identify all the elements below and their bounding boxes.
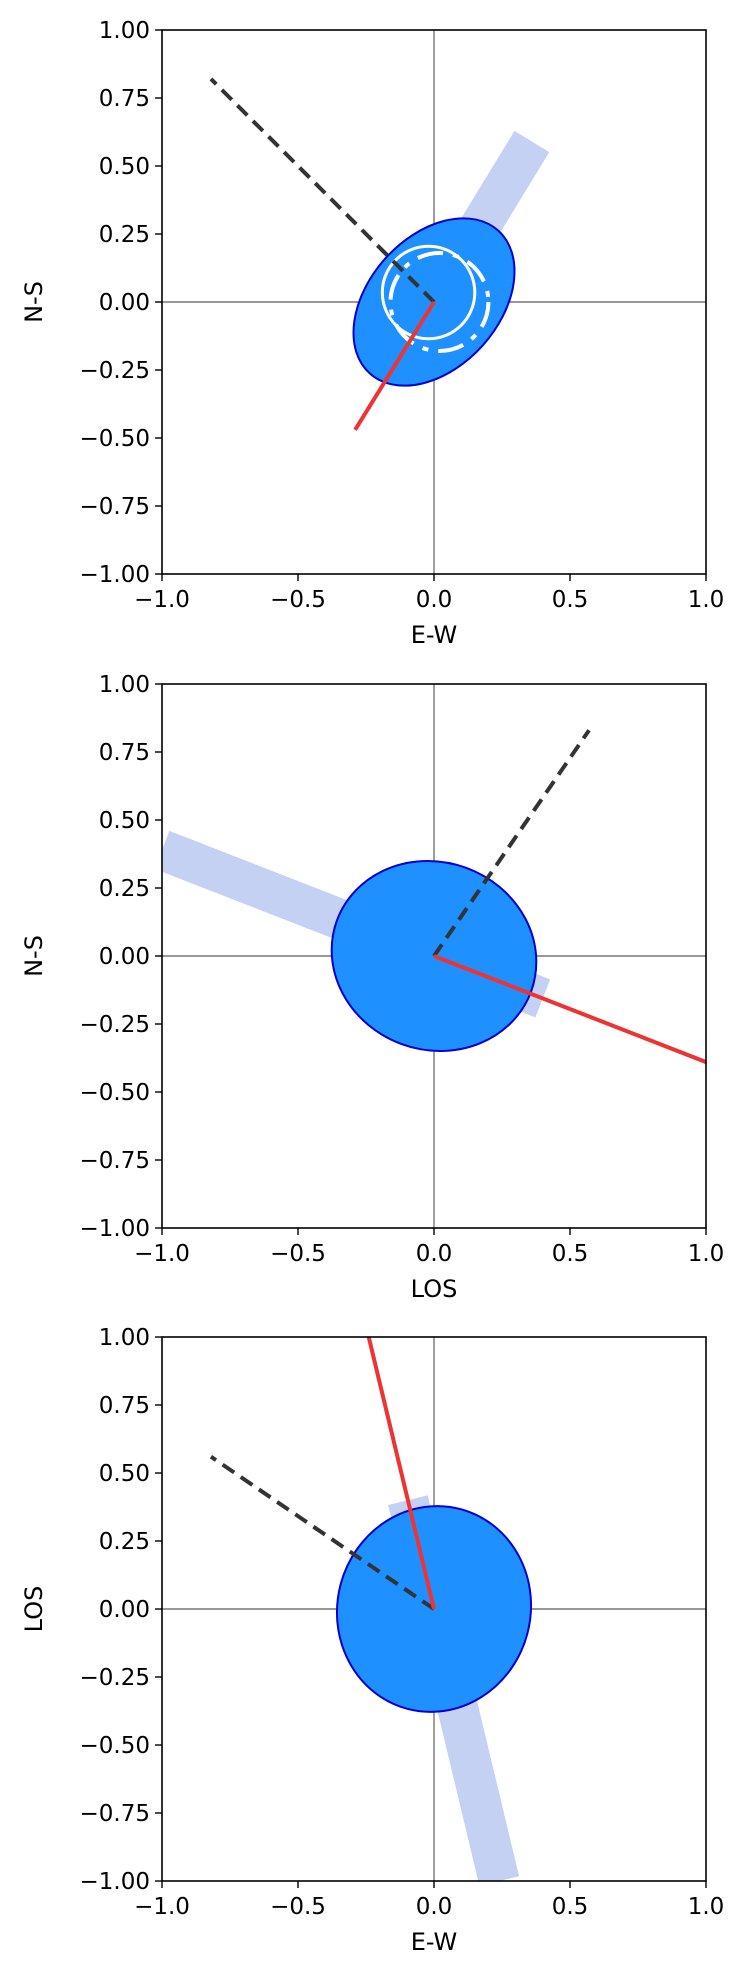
y-tick-label: 0.50	[99, 1461, 150, 1487]
x-tick-label: −1.0	[134, 1894, 190, 1920]
x-tick-label: 0.5	[552, 1241, 589, 1267]
inner-dashed-circle	[388, 251, 491, 353]
x-tick-label: −0.5	[270, 587, 326, 613]
y-tick-label: −0.25	[80, 1665, 150, 1691]
y-tick-label: −1.00	[80, 1869, 150, 1895]
y-tick-label: 0.50	[99, 808, 150, 834]
y-tick-label: 0.75	[99, 740, 150, 766]
y-tick-label: 0.50	[99, 154, 150, 180]
y-tick-label: 0.00	[99, 1597, 150, 1623]
solid-direction-line	[353, 300, 436, 431]
y-tick-label: −0.75	[80, 1801, 150, 1827]
y-axis-label: N-S	[20, 281, 48, 323]
plot-area	[162, 684, 706, 1228]
x-tick-label: −1.0	[134, 587, 190, 613]
y-tick-label: −0.75	[80, 494, 150, 520]
y-tick-label: −0.25	[80, 1012, 150, 1038]
chart-panel-3: −1.0 −0.5 0.0 0.5 1.0 1.00 0.75 0.50 0.25 0.00 −0.…	[20, 1325, 724, 1956]
y-tick-label: 0.75	[99, 1393, 150, 1419]
x-tick-label: 0.5	[552, 1894, 589, 1920]
y-tick-label: −0.50	[80, 1733, 150, 1759]
dashed-direction-line	[432, 729, 591, 958]
x-tick-label: −1.0	[134, 1241, 190, 1267]
x-tick-label: −0.5	[270, 1894, 326, 1920]
solid-direction-line	[433, 954, 706, 1064]
dashed-direction-line	[209, 77, 436, 304]
y-tick-label: 0.00	[99, 290, 150, 316]
y-tick-label: −0.75	[80, 1148, 150, 1174]
x-axis-label: E-W	[411, 1928, 458, 1956]
x-tick-label: 0.0	[416, 587, 453, 613]
x-tick-label: 0.0	[416, 1894, 453, 1920]
plot-area	[162, 1337, 706, 1881]
y-axis-label: N-S	[20, 935, 48, 977]
x-axis-label: E-W	[411, 621, 458, 649]
dashed-direction-line	[209, 1455, 436, 1611]
y-axis-label: LOS	[20, 1586, 48, 1633]
x-tick-label: 1.0	[688, 587, 725, 613]
y-tick-label: 1.00	[99, 672, 150, 698]
x-tick-label: 1.0	[688, 1241, 725, 1267]
x-tick-label: 0.0	[416, 1241, 453, 1267]
plot-area	[162, 30, 706, 574]
y-tick-label: −1.00	[80, 1216, 150, 1242]
x-axis-label: LOS	[411, 1275, 458, 1303]
chart-panel-1: −1.0 −0.5 0.0 0.5 1.0 1.00 0.75 0.50 0.25 0.00 −0.…	[20, 18, 724, 649]
chart-panel-2: −1.0 −0.5 0.0 0.5 1.0 1.00 0.75 0.50 0.25 0.00 −0.…	[20, 672, 724, 1303]
x-tick-label: 0.5	[552, 587, 589, 613]
solid-direction-line	[366, 1337, 436, 1610]
y-tick-label: 0.00	[99, 944, 150, 970]
y-tick-label: −0.50	[80, 1080, 150, 1106]
y-tick-label: 1.00	[99, 18, 150, 44]
y-tick-label: 1.00	[99, 1325, 150, 1351]
y-tick-label: −0.25	[80, 358, 150, 384]
x-tick-label: −0.5	[270, 1241, 326, 1267]
y-tick-label: 0.25	[99, 1529, 150, 1555]
y-tick-label: 0.75	[99, 86, 150, 112]
y-tick-label: −1.00	[80, 562, 150, 588]
y-tick-label: 0.25	[99, 222, 150, 248]
inner-circle	[380, 244, 477, 341]
x-tick-label: 1.0	[688, 1894, 725, 1920]
y-tick-label: −0.50	[80, 426, 150, 452]
y-tick-label: 0.25	[99, 876, 150, 902]
